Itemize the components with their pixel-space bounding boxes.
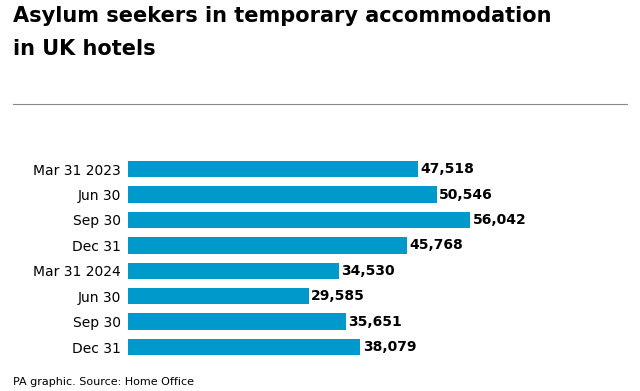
Text: 35,651: 35,651	[348, 315, 402, 328]
Text: 56,042: 56,042	[472, 213, 526, 227]
Text: 45,768: 45,768	[410, 239, 463, 252]
Bar	[128, 339, 360, 355]
Bar	[128, 288, 308, 305]
Text: PA graphic. Source: Home Office: PA graphic. Source: Home Office	[13, 377, 194, 387]
Text: in UK hotels: in UK hotels	[13, 39, 156, 59]
Text: 50,546: 50,546	[439, 188, 493, 201]
Bar	[128, 237, 408, 254]
Bar	[128, 262, 339, 279]
Bar	[128, 212, 470, 228]
Bar	[128, 313, 346, 330]
Text: 34,530: 34,530	[341, 264, 395, 278]
Text: 29,585: 29,585	[311, 289, 365, 303]
Text: Asylum seekers in temporary accommodation: Asylum seekers in temporary accommodatio…	[13, 6, 551, 26]
Bar	[128, 186, 436, 203]
Bar	[128, 161, 418, 178]
Text: 38,079: 38,079	[363, 340, 417, 354]
Text: 47,518: 47,518	[420, 162, 474, 176]
